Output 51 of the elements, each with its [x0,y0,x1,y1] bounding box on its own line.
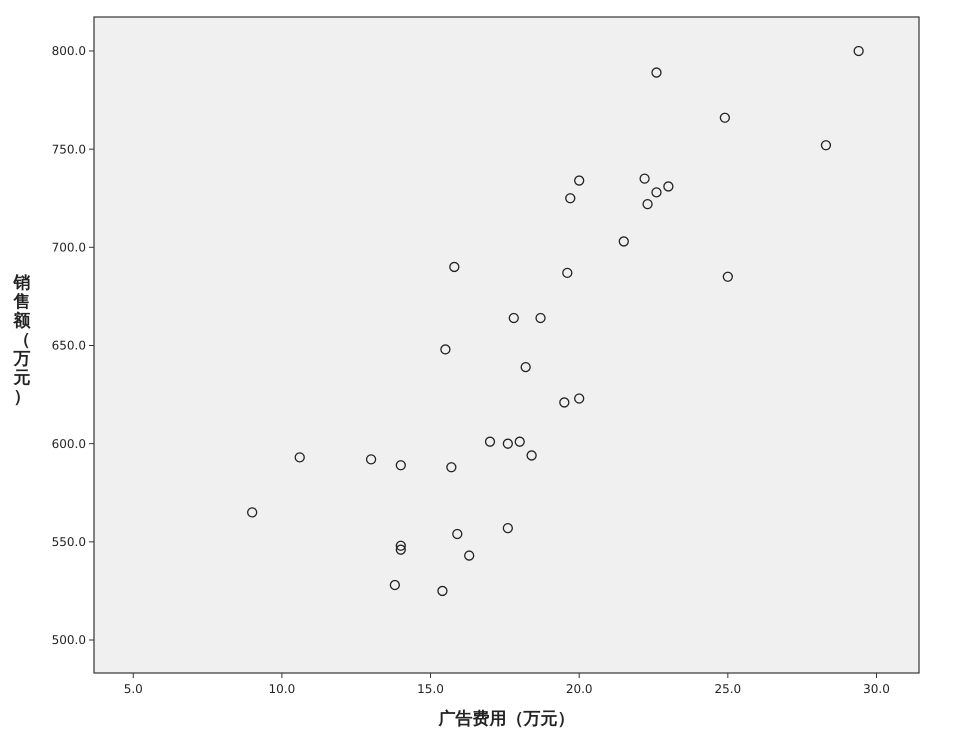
y-tick-label: 800.0 [52,44,86,58]
y-tick-label: 600.0 [52,436,86,451]
point [820,140,832,150]
point [526,450,537,461]
point [294,452,305,463]
x-tick-label: 10.0 [268,682,296,696]
point [651,187,662,198]
point [502,522,513,534]
point [618,236,629,247]
x-tick-label: 5.0 [124,682,143,696]
point [642,198,653,210]
point [440,344,451,355]
point [396,460,406,470]
x-tick-label: 30.0 [863,682,890,696]
point [720,112,730,123]
y-tick-label: 500.0 [52,633,86,648]
y-axis-title: 销售额（万元） [12,273,32,407]
point [449,262,460,272]
x-axis-title: 广告费用（万元） [438,709,574,729]
point [396,544,406,555]
point [722,272,733,282]
point [446,462,456,472]
point [366,454,376,465]
point [535,312,546,324]
y-tick-label: 750.0 [52,142,86,156]
point [437,586,448,596]
point [247,507,258,518]
point [663,181,674,192]
y-tick-label: 700.0 [52,240,86,255]
point [520,362,531,372]
point [559,397,570,408]
point [574,393,584,404]
point [651,67,662,78]
point [508,312,519,324]
point [502,438,513,449]
y-tick-label: 550.0 [52,535,86,550]
x-tick-label: 20.0 [566,682,593,696]
y-tick-label: 650.0 [52,338,86,353]
x-tick-label: 15.0 [417,682,444,696]
point [396,540,406,551]
point [390,580,400,590]
point [484,436,496,447]
point [854,46,864,56]
point [565,193,576,204]
point [639,173,650,184]
point [464,550,474,561]
point [514,436,525,447]
x-tick-label: 25.0 [714,682,742,696]
point [562,268,572,278]
point [452,528,462,540]
point [574,175,584,186]
